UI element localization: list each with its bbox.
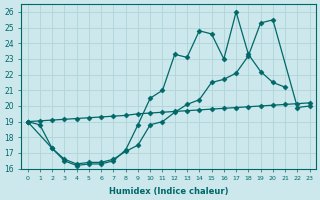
X-axis label: Humidex (Indice chaleur): Humidex (Indice chaleur): [109, 187, 228, 196]
